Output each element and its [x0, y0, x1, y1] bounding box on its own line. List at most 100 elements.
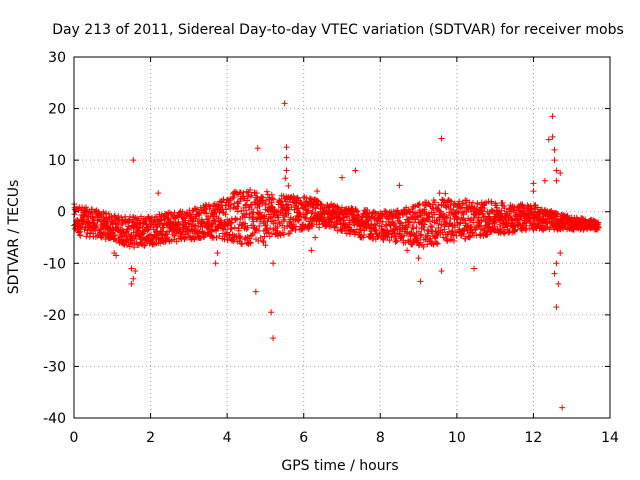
data-point — [246, 210, 253, 217]
data-point — [231, 224, 238, 231]
data-point — [173, 238, 180, 245]
data-point — [549, 113, 556, 120]
data-point — [102, 236, 109, 243]
data-point — [247, 186, 254, 193]
data-point — [111, 232, 118, 239]
data-point — [270, 335, 277, 342]
data-point — [283, 154, 290, 161]
data-point — [393, 223, 400, 230]
data-point — [302, 199, 309, 206]
data-point — [188, 211, 195, 218]
y-tick-label: 30 — [48, 50, 66, 66]
data-point — [404, 247, 411, 254]
data-point — [181, 236, 188, 243]
data-point — [227, 220, 234, 227]
data-point — [523, 222, 530, 229]
data-point — [378, 223, 385, 230]
data-point — [270, 260, 277, 267]
data-point — [346, 226, 353, 233]
data-point — [451, 224, 458, 231]
data-point — [234, 216, 241, 223]
data-point — [253, 216, 260, 223]
x-tick-label: 2 — [146, 430, 155, 446]
data-point — [466, 234, 473, 241]
data-point — [519, 201, 526, 208]
data-point — [504, 212, 511, 219]
data-point — [455, 209, 462, 216]
data-point — [252, 226, 259, 233]
data-point — [534, 204, 541, 211]
data-point — [447, 205, 454, 212]
data-point — [202, 206, 209, 213]
data-point — [516, 217, 523, 224]
data-point — [130, 157, 137, 164]
data-point — [163, 235, 170, 242]
data-point — [425, 200, 432, 207]
data-point — [263, 188, 270, 195]
data-point — [396, 219, 403, 226]
data-point — [229, 195, 236, 202]
data-point — [259, 237, 266, 244]
data-point — [385, 231, 392, 238]
data-point — [466, 217, 473, 224]
data-point — [434, 240, 441, 247]
data-point — [564, 212, 571, 219]
data-point — [263, 197, 270, 204]
data-point — [281, 218, 288, 225]
data-point — [257, 209, 264, 216]
data-point — [393, 238, 400, 245]
data-point — [227, 205, 234, 212]
data-points — [71, 100, 602, 411]
data-point — [141, 241, 148, 248]
data-point — [277, 232, 284, 239]
data-point — [517, 207, 524, 214]
data-point — [129, 213, 136, 220]
data-point — [223, 206, 230, 213]
data-point — [456, 198, 463, 205]
data-point — [81, 212, 88, 219]
data-point — [379, 211, 386, 218]
data-point — [343, 230, 350, 237]
data-point — [554, 210, 561, 217]
data-point — [253, 190, 260, 197]
data-point — [549, 133, 556, 140]
data-point — [551, 157, 558, 164]
data-point — [209, 233, 216, 240]
data-point — [230, 236, 237, 243]
data-point — [545, 136, 552, 143]
data-point — [520, 204, 527, 211]
y-tick-label: 20 — [48, 102, 66, 118]
data-point — [119, 220, 126, 227]
data-point — [511, 223, 518, 230]
y-tick-label: -20 — [43, 308, 66, 324]
data-point — [371, 221, 378, 228]
data-point — [379, 218, 386, 225]
y-tick-label: -30 — [43, 359, 66, 375]
data-point — [135, 227, 142, 234]
data-point — [392, 238, 399, 245]
data-point — [171, 232, 178, 239]
data-point — [553, 167, 560, 174]
data-point — [262, 242, 269, 249]
data-point — [182, 219, 189, 226]
data-point — [208, 228, 215, 235]
data-point — [269, 195, 276, 202]
x-tick-label: 12 — [525, 430, 543, 446]
data-point — [285, 230, 292, 237]
data-point — [256, 203, 263, 210]
data-point — [476, 231, 483, 238]
data-point — [551, 146, 558, 153]
data-point — [113, 252, 120, 259]
data-point — [155, 190, 162, 197]
data-point — [260, 239, 267, 246]
y-tick-labels: -40 -30 -20 -10 0 10 20 30 — [43, 50, 66, 427]
data-point — [244, 224, 251, 231]
data-point — [275, 214, 282, 221]
data-point — [553, 177, 560, 184]
data-point — [182, 231, 189, 238]
data-point — [490, 208, 497, 215]
data-point — [251, 229, 258, 236]
data-point — [268, 199, 275, 206]
data-point — [488, 199, 495, 206]
data-point — [285, 182, 292, 189]
